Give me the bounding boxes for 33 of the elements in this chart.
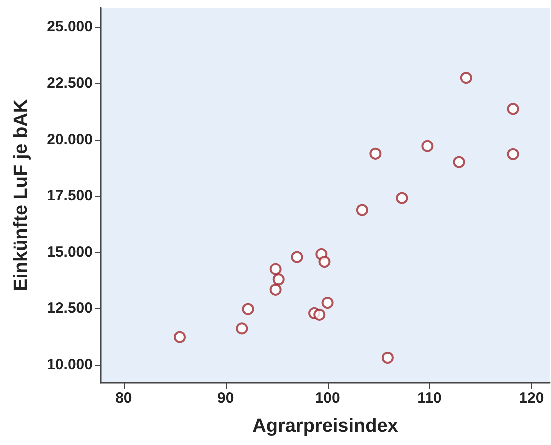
point: [236, 322, 248, 335]
point: [356, 204, 368, 216]
x-tick-label: 80: [116, 390, 132, 407]
point: [382, 352, 394, 364]
point: [270, 263, 282, 276]
x-tick-label: 90: [218, 390, 234, 407]
y-tick-label: 15.000: [47, 244, 93, 261]
point: [291, 251, 304, 264]
point: [507, 148, 520, 160]
point: [396, 192, 408, 204]
point: [174, 331, 186, 344]
x-tick-label: 100: [315, 390, 340, 407]
point: [318, 256, 331, 268]
y-tick-label: 10.000: [47, 356, 93, 374]
x-axis-title: Agrarpreisindex: [252, 416, 399, 437]
point: [322, 297, 334, 310]
y-tick-label: 17.500: [47, 188, 93, 205]
y-axis-title: Einkünfte LuF je bAK: [11, 99, 32, 292]
point: [314, 308, 326, 321]
y-tick-label: 25.000: [47, 18, 93, 36]
point: [370, 148, 382, 160]
point: [270, 284, 282, 296]
point: [422, 140, 434, 152]
point: [272, 274, 285, 286]
x-tick-label: 120: [519, 390, 544, 407]
x-tick-label: 110: [418, 390, 442, 407]
point: [242, 303, 254, 316]
y-tick-label: 20.000: [47, 131, 93, 148]
y-tick-label: 22.500: [47, 74, 93, 92]
y-tick-label: 12.500: [47, 300, 93, 318]
point: [453, 156, 466, 168]
point: [460, 72, 472, 84]
point: [507, 103, 520, 116]
